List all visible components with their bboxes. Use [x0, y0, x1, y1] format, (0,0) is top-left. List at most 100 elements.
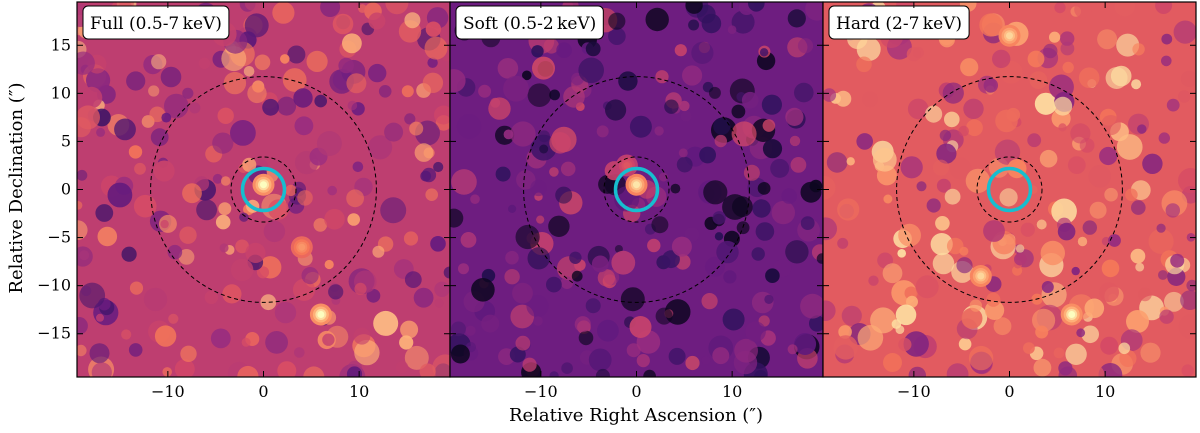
noise-blob	[1158, 270, 1168, 280]
noise-blob	[868, 275, 879, 286]
noise-blob	[701, 355, 711, 365]
noise-blob	[659, 172, 668, 182]
noise-blob	[164, 93, 189, 119]
noise-blob	[451, 321, 466, 337]
noise-blob	[794, 333, 817, 355]
noise-blob	[946, 363, 969, 377]
y-tick-label: 5	[61, 131, 71, 150]
noise-blob	[816, 253, 823, 264]
noise-blob	[685, 2, 703, 14]
noise-blob	[1076, 328, 1086, 338]
noise-blob	[505, 250, 519, 265]
noise-blob	[781, 188, 797, 204]
noise-blob	[324, 259, 334, 270]
panel-label: Full (0.5-7 keV)	[90, 14, 222, 34]
noise-blob	[907, 98, 929, 120]
noise-blob	[174, 359, 195, 377]
noise-blob	[178, 249, 195, 265]
noise-blob	[856, 133, 873, 150]
noise-blob	[862, 91, 878, 108]
noise-blob	[292, 278, 316, 301]
noise-blob	[347, 213, 361, 226]
panel-label: Hard (2-7 keV)	[836, 14, 962, 34]
noise-blob	[297, 190, 313, 206]
noise-blob	[1040, 240, 1066, 266]
noise-blob	[332, 13, 354, 35]
noise-blob	[636, 354, 650, 368]
source-peak	[633, 181, 640, 189]
noise-blob	[495, 166, 511, 182]
annulus-inner-circle	[603, 156, 670, 223]
noise-blob	[378, 85, 392, 98]
noise-blob	[713, 117, 731, 135]
noise-blob	[1058, 361, 1073, 376]
noise-blob	[994, 139, 1021, 165]
noise-blob	[222, 284, 242, 304]
noise-blob	[549, 89, 560, 101]
noise-blob	[979, 13, 1003, 37]
noise-blob	[770, 158, 790, 178]
noise-blob	[306, 50, 328, 72]
noise-blob	[944, 111, 960, 128]
noise-blob	[530, 179, 547, 197]
noise-blob	[578, 330, 594, 346]
noise-blob	[741, 91, 759, 109]
noise-blob	[939, 129, 952, 142]
noise-blob	[685, 355, 700, 371]
noise-blob	[608, 27, 626, 45]
noise-blob	[655, 70, 669, 84]
noise-blob	[560, 276, 574, 290]
noise-blob	[655, 307, 673, 325]
noise-blob	[427, 57, 438, 68]
noise-blob	[629, 316, 652, 338]
noise-blob	[965, 168, 991, 194]
noise-blob	[160, 66, 182, 88]
noise-blob	[794, 82, 814, 103]
noise-blob	[680, 110, 692, 122]
noise-blob	[731, 10, 755, 34]
x-tick-label: −10	[151, 382, 185, 401]
noise-blob	[512, 282, 533, 304]
noise-blob	[1119, 349, 1137, 367]
noise-blob	[1125, 188, 1138, 202]
noise-blob	[560, 161, 576, 177]
noise-blob	[293, 88, 313, 108]
noise-blob	[239, 212, 249, 222]
noise-blob	[260, 294, 277, 311]
noise-blob	[755, 222, 775, 241]
noise-blob	[790, 157, 807, 173]
noise-blob	[595, 368, 610, 377]
noise-blob	[1089, 201, 1107, 219]
noise-blob	[384, 122, 404, 142]
noise-blob	[960, 58, 979, 77]
noise-blob	[503, 129, 514, 140]
noise-blob	[241, 337, 251, 347]
noise-blob	[217, 107, 234, 125]
noise-blob	[1077, 236, 1088, 247]
noise-blob	[347, 100, 358, 111]
noise-blob	[354, 339, 380, 366]
noise-blob	[107, 182, 133, 208]
noise-blob	[1049, 31, 1061, 43]
x-tick-label: 0	[1004, 382, 1014, 401]
noise-blob	[167, 244, 183, 260]
noise-blob	[762, 139, 783, 159]
x-tick-label: 0	[258, 382, 268, 401]
noise-blob	[578, 57, 604, 84]
noise-blob	[961, 307, 983, 329]
noise-blob	[745, 321, 766, 342]
noise-blob	[882, 263, 903, 284]
noise-blob	[399, 335, 414, 350]
noise-blob	[629, 115, 652, 138]
noise-blob	[179, 226, 197, 244]
noise-blob	[986, 292, 1001, 307]
noise-blob	[1100, 115, 1121, 136]
noise-blob	[963, 98, 984, 120]
noise-blob	[536, 215, 545, 224]
noise-blob	[77, 51, 95, 75]
noise-blob	[516, 170, 536, 190]
noise-blob	[210, 328, 231, 349]
noise-blob	[926, 198, 941, 213]
noise-blob	[761, 94, 783, 115]
noise-blob	[294, 116, 314, 136]
